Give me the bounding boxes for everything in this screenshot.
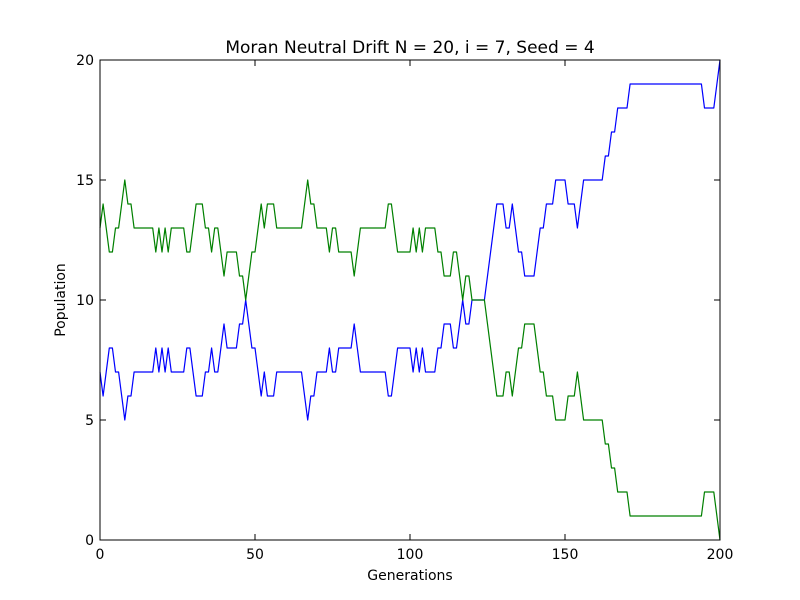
x-tick-label: 150 bbox=[552, 547, 579, 563]
x-tick-label: 100 bbox=[397, 547, 424, 563]
chart-title: Moran Neutral Drift N = 20, i = 7, Seed … bbox=[225, 38, 594, 58]
ticks-layer: 0 50 100 150 200 0 5 10 15 20 bbox=[76, 53, 733, 563]
y-axis-label: Population bbox=[53, 263, 69, 337]
x-axis-label: Generations bbox=[367, 568, 452, 584]
series-layer bbox=[99, 59, 721, 541]
y-tick-label: 15 bbox=[76, 173, 94, 189]
x-tick-label: 0 bbox=[96, 547, 105, 563]
plot-frame bbox=[99, 59, 721, 541]
y-tick-label: 0 bbox=[85, 533, 94, 549]
y-tick-label: 5 bbox=[85, 413, 94, 429]
series-line-2 bbox=[99, 179, 721, 541]
x-tick-label: 50 bbox=[246, 547, 264, 563]
x-tick-label: 200 bbox=[707, 547, 734, 563]
y-tick-label: 20 bbox=[76, 53, 94, 69]
series-line-1 bbox=[99, 59, 721, 421]
y-tick-label: 10 bbox=[76, 293, 94, 309]
